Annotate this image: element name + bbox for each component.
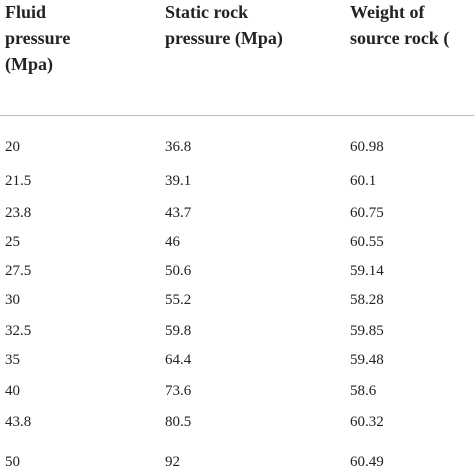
table-cell: 58.6 [350,383,377,399]
table-cell: 55.2 [165,292,192,308]
table-cell: 59.48 [350,352,384,368]
table-cell: 27.5 [5,263,32,279]
table-cell: 25 [5,234,20,250]
table-cell: 59.85 [350,323,384,339]
table-cell: 58.28 [350,292,384,308]
table-cell: 50.6 [165,263,192,279]
header-cell: pressure [5,28,71,48]
table-cell: 92 [165,454,180,470]
table-cell: 50 [5,454,20,470]
table-cell: 30 [5,292,20,308]
header-cell: Fluid [5,2,47,22]
table-cell: 60.55 [350,234,384,250]
table-cell: 43.8 [5,414,32,430]
table-cell: 20 [5,139,20,155]
header-cell: pressure (Mpa) [165,28,283,48]
header-cell: Weight of [350,2,425,22]
table-cell: 32.5 [5,323,32,339]
table-cell: 60.75 [350,205,384,221]
header-cell: Static rock [165,2,249,22]
table-cell: 60.1 [350,173,377,189]
table-cell: 46 [165,234,180,250]
header-rule [0,115,474,116]
table-cell: 60.98 [350,139,384,155]
table-cell: 60.49 [350,454,384,470]
table-cell: 59.8 [165,323,192,339]
table-cell: 35 [5,352,20,368]
table-cell: 73.6 [165,383,192,399]
table-cell: 21.5 [5,173,32,189]
table-cell: 23.8 [5,205,32,221]
table-cell: 80.5 [165,414,192,430]
header-cell: source rock ( [350,28,450,48]
table-cell: 60.32 [350,414,384,430]
table-cell: 36.8 [165,139,192,155]
table-cell: 40 [5,383,20,399]
table-cell: 59.14 [350,263,384,279]
table-cell: 64.4 [165,352,192,368]
header-cell: (Mpa) [5,54,53,74]
table-cell: 39.1 [165,173,192,189]
table-cell: 43.7 [165,205,192,221]
